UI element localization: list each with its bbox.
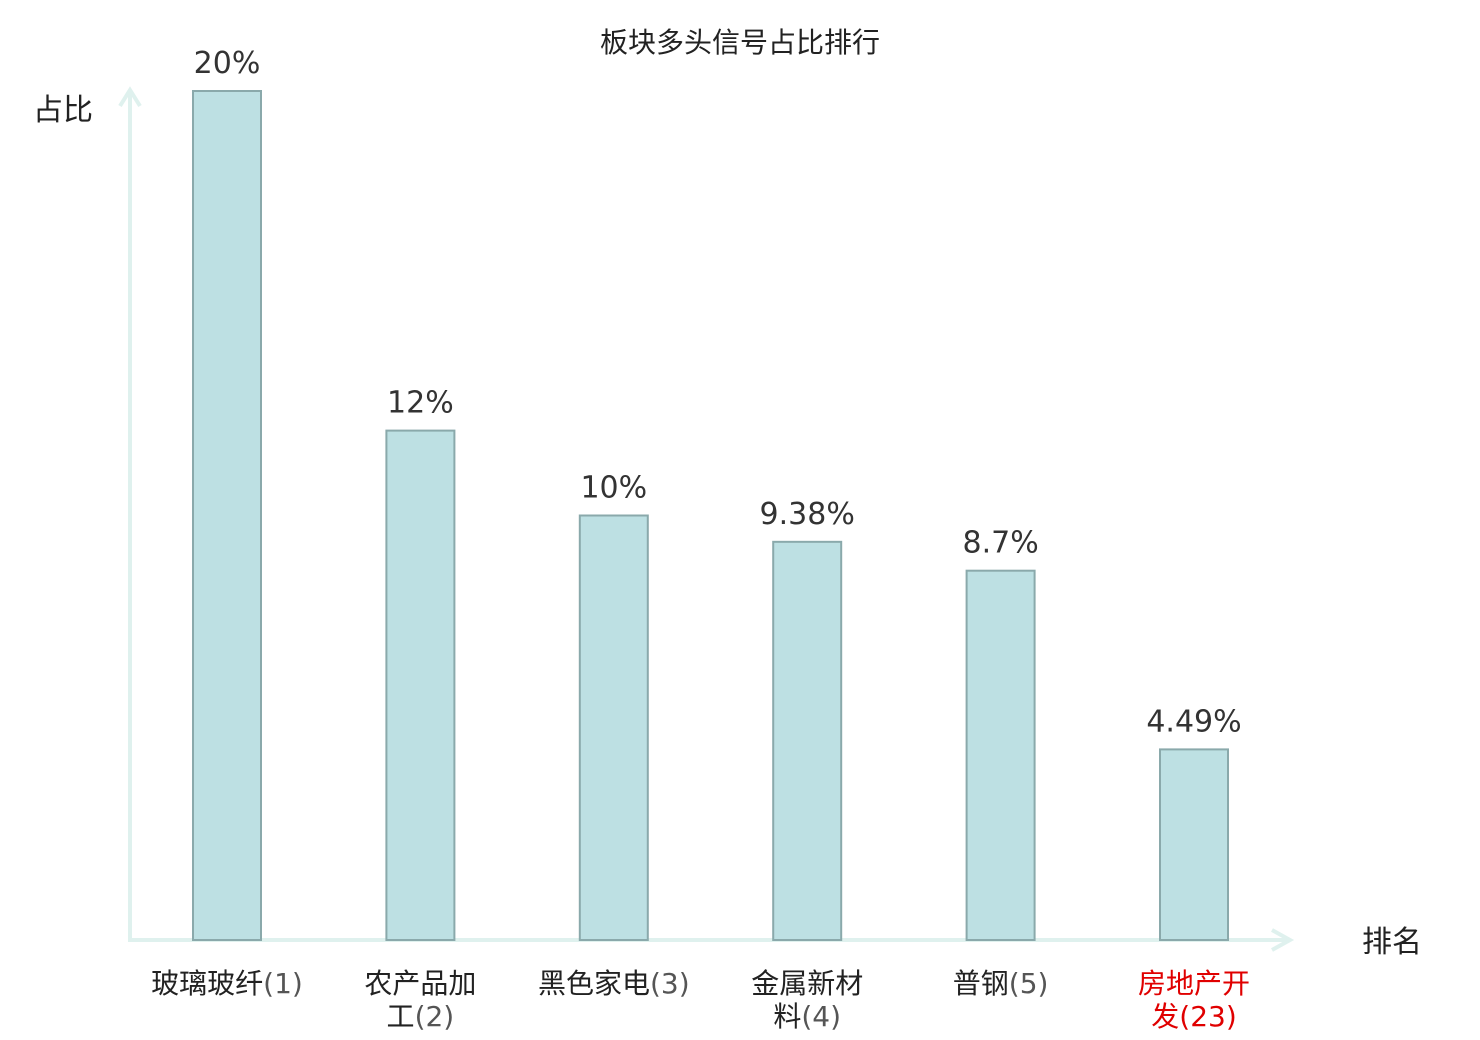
category-label-line: 工(2) (387, 1000, 455, 1033)
value-label: 4.49% (1146, 704, 1241, 739)
x-axis-label: 排名 (1362, 925, 1422, 960)
y-axis-arrow (118, 86, 142, 108)
value-label: 9.38% (760, 497, 855, 532)
y-axis-label: 占比 (33, 93, 93, 128)
x-axis-arrow (1271, 928, 1295, 952)
value-label: 10% (580, 471, 647, 506)
bars (192, 90, 1229, 941)
value-label: 8.7% (962, 526, 1038, 561)
bar (772, 540, 843, 941)
bar (192, 90, 262, 941)
category-rank: (2) (415, 1000, 455, 1033)
category-label: 房地产开发(23) (1138, 967, 1250, 1033)
bar (1159, 748, 1229, 941)
category-label-line: 金属新材 (751, 967, 863, 1000)
category-label-line: 发(23) (1151, 1000, 1237, 1033)
axes (118, 86, 1295, 952)
value-label: 12% (387, 386, 454, 421)
category-label: 普钢(5) (953, 967, 1049, 1000)
category-label-line: 玻璃玻纤(1) (151, 967, 303, 1000)
bar (965, 569, 1036, 941)
category-rank: (23) (1179, 1000, 1236, 1033)
category-label: 玻璃玻纤(1) (151, 967, 303, 1000)
category-rank: (5) (1009, 967, 1049, 1000)
category-label-line: 农产品加 (364, 967, 476, 1000)
value-label: 20% (194, 46, 261, 81)
category-label-line: 料(4) (773, 1000, 841, 1033)
category-label-line: 黑色家电(3) (538, 967, 690, 1000)
category-rank: (1) (263, 967, 303, 1000)
category-label: 黑色家电(3) (538, 967, 690, 1000)
value-labels: 20% 12% 10% 9.38% 8.7% 4.49% (194, 46, 1242, 739)
bar (385, 429, 456, 941)
chart-title: 板块多头信号占比排行 (600, 26, 880, 59)
category-label: 金属新材料(4) (751, 967, 863, 1033)
category-label-line: 普钢(5) (953, 967, 1049, 1000)
category-label-line: 房地产开 (1138, 967, 1250, 1000)
category-rank: (3) (650, 967, 690, 1000)
category-label: 农产品加工(2) (364, 967, 476, 1033)
category-rank: (4) (801, 1000, 841, 1033)
category-labels: 玻璃玻纤(1) 农产品加工(2) 黑色家电(3) 金属新材料(4) 普钢(5) 房地产开发… (151, 967, 1250, 1033)
bar (578, 514, 649, 941)
